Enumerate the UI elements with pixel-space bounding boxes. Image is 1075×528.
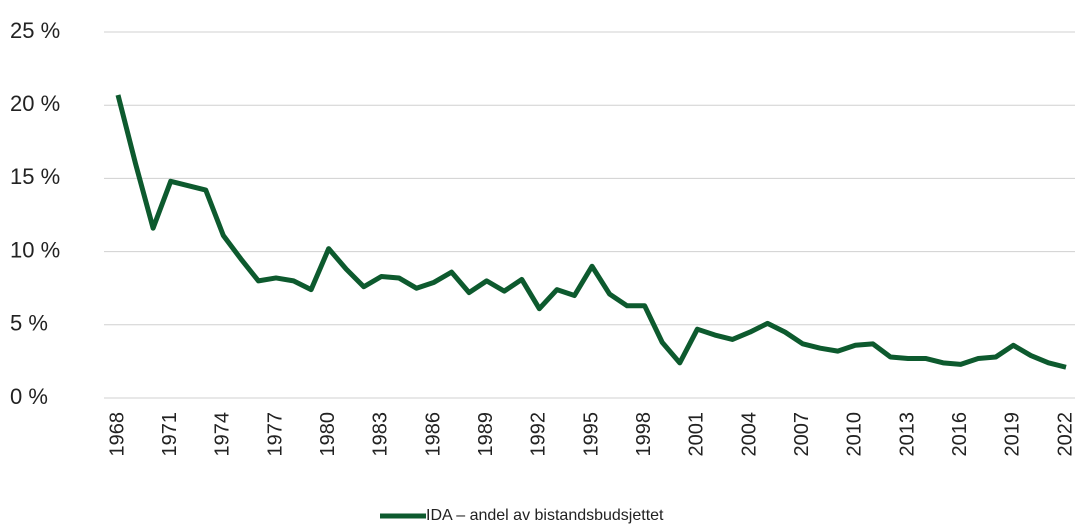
x-tick-label: 1986: [422, 412, 444, 457]
x-tick-label: 2016: [949, 412, 971, 457]
x-tick-label: 1983: [370, 412, 392, 457]
y-tick-label: 0 %: [10, 384, 48, 409]
x-tick-label: 1998: [633, 412, 655, 457]
x-tick-label: 1995: [580, 412, 602, 457]
x-tick-label: 1971: [159, 412, 181, 457]
y-tick-label: 15 %: [10, 164, 60, 189]
x-tick-label: 2001: [686, 412, 708, 457]
y-tick-label: 10 %: [10, 237, 60, 262]
x-tick-label: 1974: [212, 412, 234, 457]
x-tick-label: 2004: [738, 412, 760, 457]
x-tick-label: 2013: [896, 412, 918, 457]
x-tick-label: 2010: [844, 412, 866, 457]
x-tick-label: 1989: [475, 412, 497, 457]
y-tick-label: 20 %: [10, 91, 60, 116]
x-tick-label: 1980: [317, 412, 339, 457]
legend-label: IDA – andel av bistandsbudsjettet: [426, 507, 664, 524]
x-tick-label: 2022: [1054, 412, 1075, 457]
y-tick-label: 25 %: [10, 18, 60, 43]
x-tick-label: 1977: [264, 412, 286, 457]
y-tick-label: 5 %: [10, 311, 48, 336]
line-series: [115, 94, 1067, 370]
x-tick-label: 2007: [791, 412, 813, 457]
x-tick-label: 1968: [106, 412, 128, 457]
x-tick-label: 2019: [1002, 412, 1024, 457]
x-tick-label: 1992: [528, 412, 550, 457]
